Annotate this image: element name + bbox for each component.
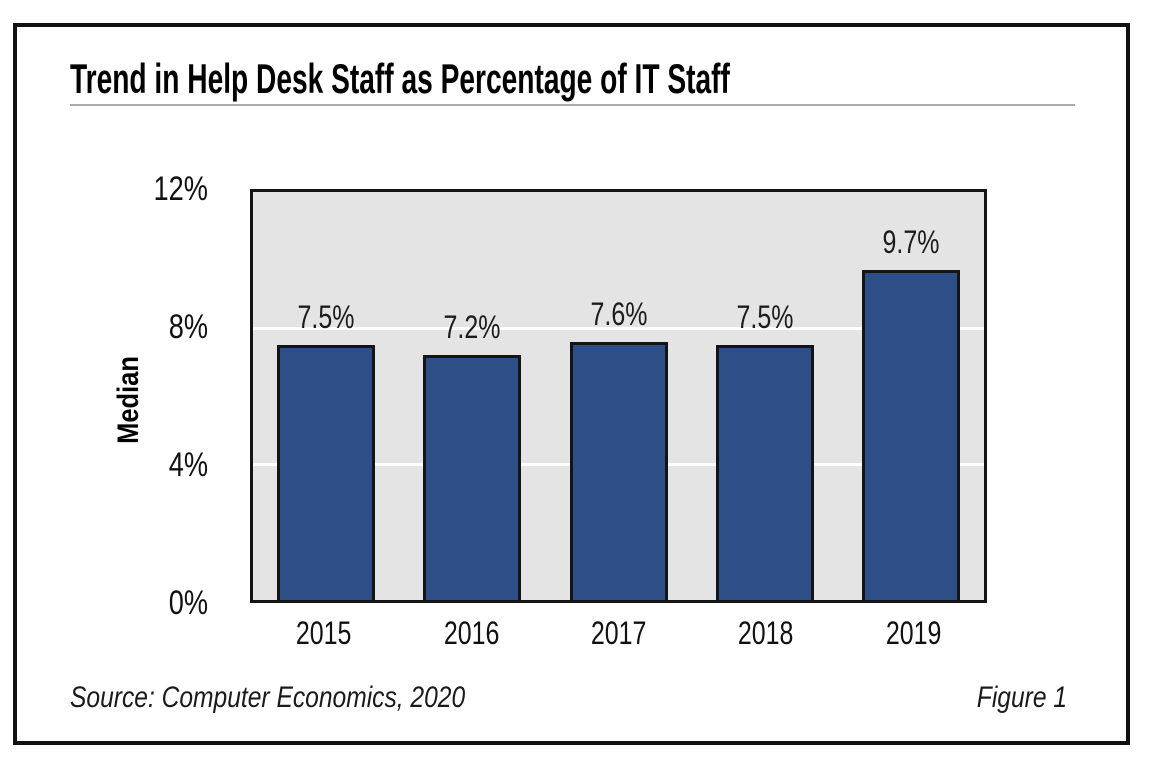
x-tick-label: 2018	[738, 615, 794, 651]
bar-2015: 7.5%	[277, 299, 376, 600]
bar-value-label: 7.2%	[443, 309, 501, 346]
source-note: Source: Computer Economics, 2020	[70, 681, 466, 714]
bar-value-label: 7.5%	[736, 299, 794, 335]
bar-2017: 7.6%	[569, 296, 668, 600]
x-tick-slot: 2018	[692, 613, 839, 653]
y-tick-label: 8%	[168, 308, 208, 346]
y-axis: 12% 8% 4% 0%	[17, 27, 208, 741]
y-tick-label: 4%	[168, 446, 208, 484]
figure-number-label: Figure 1	[976, 681, 1067, 714]
bar-value-label: 7.6%	[590, 295, 647, 332]
gridline	[253, 326, 984, 330]
x-tick-slot: 2019	[840, 613, 987, 653]
bar-value-label: 9.7%	[882, 224, 940, 261]
bar-slot: 7.6%	[545, 192, 691, 600]
bar-slot: 7.5%	[692, 192, 838, 600]
bar-2018: 7.5%	[715, 299, 814, 600]
x-tick-label: 2017	[590, 615, 647, 651]
figure-box: Trend in Help Desk Staff as Percentage o…	[13, 23, 1130, 745]
x-axis-row: 2015 2016 2017 2018 2019	[250, 613, 987, 653]
bar-slot: 7.5%	[253, 192, 399, 600]
bar-2016: 7.2%	[423, 309, 522, 600]
y-tick-label: 0%	[168, 584, 208, 622]
y-tick-label: 12%	[153, 170, 208, 208]
x-tick-label: 2016	[443, 615, 499, 651]
bar-slot: 9.7%	[838, 192, 984, 600]
bar-2019: 9.7%	[861, 224, 960, 600]
plot-area: 7.5% 7.2% 7.6% 7.5% 9.7%	[250, 189, 987, 603]
x-tick-slot: 2016	[397, 613, 544, 653]
bar-slot: 7.2%	[399, 192, 545, 600]
x-tick-slot: 2015	[250, 613, 397, 653]
bar-value-label: 7.5%	[297, 299, 355, 335]
x-tick-label: 2015	[295, 615, 352, 651]
chart-title: Trend in Help Desk Staff as Percentage o…	[70, 55, 730, 102]
x-tick-slot: 2017	[545, 613, 692, 653]
title-underline-rule	[70, 104, 1075, 106]
x-tick-label: 2019	[885, 615, 942, 651]
bars-row: 7.5% 7.2% 7.6% 7.5% 9.7%	[253, 192, 984, 600]
